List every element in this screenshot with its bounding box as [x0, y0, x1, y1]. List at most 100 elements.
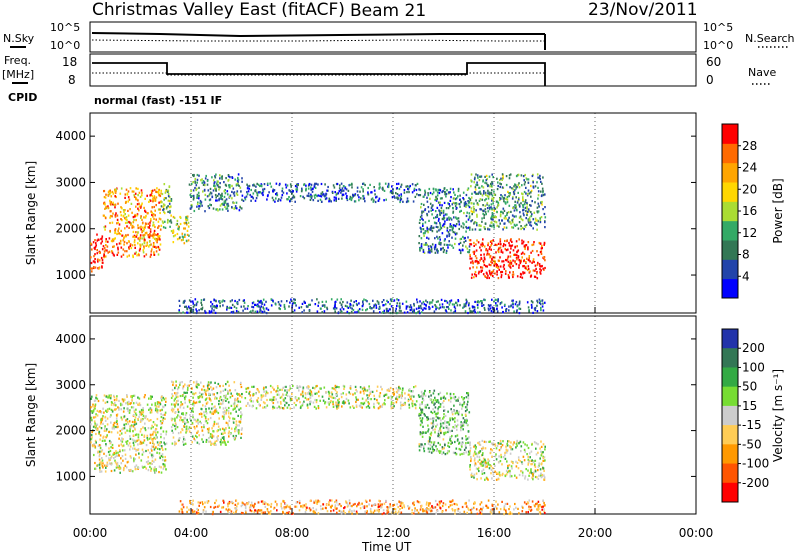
- power-cell: [184, 299, 186, 302]
- power-cell: [133, 215, 136, 218]
- velocity-cell: [336, 385, 338, 388]
- power-cell: [518, 300, 521, 303]
- velocity-cell: [289, 397, 292, 400]
- velocity-cell: [91, 436, 93, 439]
- power-cell: [294, 185, 297, 188]
- power-cell: [509, 239, 512, 242]
- power-cell: [539, 300, 542, 303]
- velocity-cell: [314, 392, 316, 395]
- power-cell: [476, 183, 479, 187]
- power-cell: [499, 222, 501, 225]
- power-cell: [115, 188, 118, 191]
- velocity-cell: [337, 401, 340, 404]
- power-cell: [430, 227, 433, 230]
- velocity-cell: [123, 424, 126, 428]
- velocity-cell: [215, 408, 217, 411]
- power-cell: [104, 207, 106, 210]
- power-cell: [159, 208, 161, 211]
- power-cell: [276, 192, 278, 195]
- velocity-cell: [161, 399, 163, 402]
- power-cell: [357, 194, 359, 197]
- power-cell: [372, 310, 375, 313]
- velocity-cell: [210, 441, 213, 444]
- velocity-cell: [147, 456, 149, 459]
- power-cell: [129, 244, 132, 248]
- velocity-cell: [219, 395, 222, 399]
- power-cell: [466, 188, 469, 191]
- power-cell: [111, 238, 114, 241]
- power-cell: [520, 252, 523, 255]
- velocity-cell: [105, 429, 108, 432]
- velocity-cell: [321, 395, 324, 398]
- power-cell: [167, 193, 170, 196]
- power-cell: [479, 259, 481, 262]
- power-cell: [221, 208, 224, 211]
- power-cell: [423, 307, 425, 310]
- velocity-cell: [133, 394, 136, 397]
- velocity-cell: [407, 398, 410, 401]
- power-cell: [454, 237, 457, 240]
- power-cell: [152, 213, 155, 216]
- velocity-cell: [450, 396, 453, 400]
- velocity-cell: [184, 442, 187, 445]
- power-cells: [90, 173, 547, 315]
- velocity-cell: [186, 391, 188, 394]
- power-cell: [449, 217, 452, 220]
- power-cell: [536, 299, 538, 302]
- power-cell: [207, 189, 210, 192]
- power-cell: [528, 309, 530, 312]
- velocity-cell: [269, 398, 271, 401]
- power-cell: [322, 193, 325, 196]
- velocity-cell: [126, 395, 128, 398]
- power-cell: [521, 276, 524, 279]
- velocity-cell: [94, 461, 96, 465]
- velocity-cell: [277, 387, 279, 390]
- velocity-cell: [138, 410, 141, 413]
- power-cell: [341, 187, 344, 190]
- power-cell: [537, 254, 540, 257]
- power-cell: [492, 269, 495, 272]
- power-cell: [434, 243, 437, 247]
- power-cell: [150, 193, 152, 196]
- power-cell: [511, 244, 514, 247]
- velocity-cell: [105, 444, 107, 447]
- velocity-cell: [94, 404, 96, 407]
- power-colorbar-segment: [722, 240, 738, 260]
- power-cell: [513, 310, 515, 313]
- power-cell: [141, 202, 143, 205]
- velocity-cell: [125, 419, 127, 422]
- power-cell: [399, 199, 402, 202]
- power-cell: [365, 309, 367, 312]
- power-cell: [278, 198, 280, 201]
- power-cell: [275, 193, 277, 196]
- velocity-cell: [219, 391, 222, 394]
- power-cell: [241, 180, 243, 183]
- power-cell: [297, 183, 299, 187]
- power-cell: [137, 252, 140, 255]
- power-cell: [513, 193, 516, 196]
- power-cell: [460, 200, 462, 203]
- velocity-cell: [337, 399, 339, 402]
- velocity-cell: [387, 388, 390, 391]
- velocity-cell: [150, 397, 152, 400]
- velocity-cell: [306, 403, 309, 406]
- power-cell: [258, 191, 260, 194]
- power-cell: [138, 209, 140, 212]
- power-cell: [452, 230, 455, 234]
- velocity-cell: [463, 402, 465, 405]
- power-cell: [508, 244, 511, 247]
- power-cell: [427, 192, 429, 195]
- power-cell: [475, 199, 477, 202]
- power-cell: [249, 193, 251, 197]
- power-cell: [98, 250, 101, 253]
- power-cell: [237, 180, 239, 184]
- power-cell: [259, 306, 262, 309]
- power-cell: [179, 222, 182, 226]
- velocity-cell: [123, 407, 125, 410]
- power-cell: [192, 302, 195, 305]
- power-cell: [227, 179, 229, 182]
- velocity-cell: [187, 421, 189, 424]
- velocity-cell: [421, 435, 424, 438]
- power-cell: [326, 306, 328, 309]
- velocity-cell: [225, 411, 227, 414]
